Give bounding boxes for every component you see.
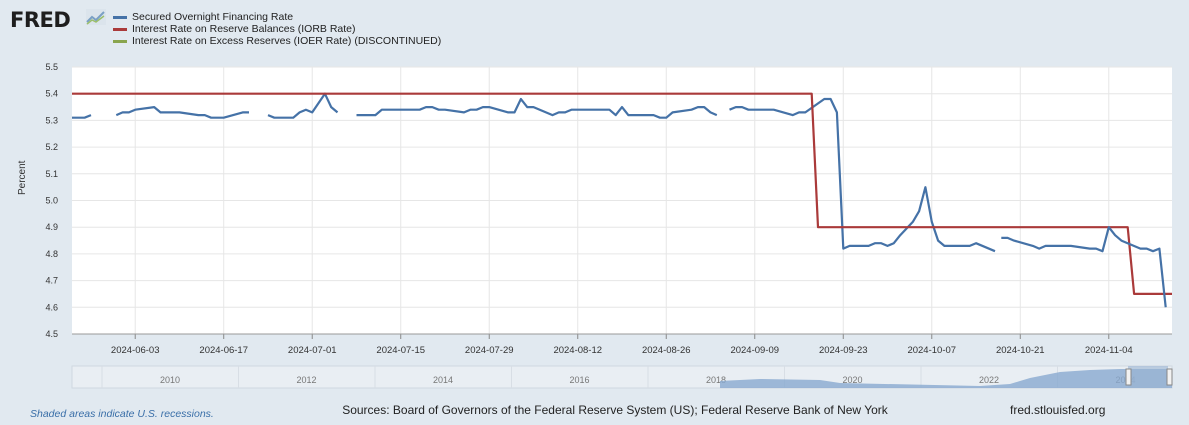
legend-swatch-sofr	[113, 15, 127, 19]
navigator-year-label: 2018	[706, 375, 726, 385]
legend-item-iorb[interactable]: Interest Rate on Reserve Balances (IORB …	[113, 23, 441, 35]
legend-label-iorb: Interest Rate on Reserve Balances (IORB …	[132, 23, 356, 35]
x-tick-label: 2024-07-29	[465, 345, 514, 356]
site-link[interactable]: fred.stlouisfed.org	[1010, 403, 1106, 417]
x-tick-label: 2024-10-07	[907, 345, 956, 356]
legend-label-sofr: Secured Overnight Financing Rate	[132, 11, 294, 23]
x-tick-label: 2024-08-12	[553, 345, 602, 356]
y-tick-label: 4.5	[45, 329, 58, 339]
series-line-sofr[interactable]	[1001, 226, 1167, 308]
x-tick-label: 2024-09-23	[819, 345, 868, 356]
x-tick-label: 2024-07-15	[376, 345, 425, 356]
legend-item-sofr[interactable]: Secured Overnight Financing Rate	[113, 11, 441, 23]
y-tick-label: 5.4	[45, 89, 58, 99]
y-tick-label: 4.6	[45, 302, 58, 312]
legend-swatch-iorb	[113, 27, 127, 31]
y-tick-label: 5.3	[45, 115, 58, 125]
navigator-year-label: 2014	[433, 375, 453, 385]
series-line-sofr[interactable]	[72, 114, 92, 119]
y-tick-label: 4.7	[45, 276, 58, 286]
legend-swatch-ioer	[113, 39, 127, 43]
legend-item-ioer[interactable]: Interest Rate on Excess Reserves (IOER R…	[113, 35, 441, 47]
navigator-area	[720, 369, 1172, 388]
navigator-year-label: 2012	[296, 375, 316, 385]
navigator-year-label: 2020	[842, 375, 862, 385]
y-tick-label: 4.9	[45, 222, 58, 232]
chart-line-icon	[86, 9, 106, 25]
y-tick-label: 5.1	[45, 169, 58, 179]
x-tick-label: 2024-09-09	[730, 345, 779, 356]
y-tick-label: 4.8	[45, 249, 58, 259]
x-tick-label: 2024-08-26	[642, 345, 691, 356]
fred-logo[interactable]: FRED	[10, 8, 71, 32]
series-line-sofr[interactable]	[729, 97, 996, 253]
x-tick-label: 2024-06-17	[199, 345, 248, 356]
y-tick-label: 5.5	[45, 62, 58, 72]
series-line-sofr[interactable]	[267, 92, 339, 119]
navigator-selection[interactable]	[1128, 366, 1168, 388]
sources-text: Sources: Board of Governors of the Feder…	[342, 403, 888, 417]
legend-label-ioer: Interest Rate on Excess Reserves (IOER R…	[132, 35, 442, 47]
x-tick-label: 2024-07-01	[288, 345, 337, 356]
navigator-year-label: 2016	[569, 375, 589, 385]
x-tick-label: 2024-06-03	[111, 345, 160, 356]
y-tick-label: 5.0	[45, 196, 58, 206]
series-line-sofr[interactable]	[356, 97, 718, 119]
navigator-handle-left[interactable]	[1125, 368, 1132, 386]
chart-svg[interactable]: 4.5 4.6 4.7 4.8 4.9 5.0 5.1 5.2 5.3 5.4 5.5 2024-06…	[0, 0, 1189, 400]
chart-legend: Secured Overnight Financing Rate Interes…	[113, 11, 441, 47]
x-tick-label: 2024-11-04	[1085, 345, 1133, 356]
navigator-handle-right[interactable]	[1166, 368, 1173, 386]
x-tick-label: 2024-10-21	[996, 345, 1045, 356]
navigator-year-label: 2010	[160, 375, 180, 385]
y-tick-label: 5.2	[45, 142, 58, 152]
navigator-year-label: 2022	[979, 375, 999, 385]
series-line-sofr[interactable]	[115, 105, 249, 119]
series-line-iorb[interactable]	[72, 92, 1172, 295]
recession-note: Shaded areas indicate U.S. recessions.	[30, 408, 214, 420]
